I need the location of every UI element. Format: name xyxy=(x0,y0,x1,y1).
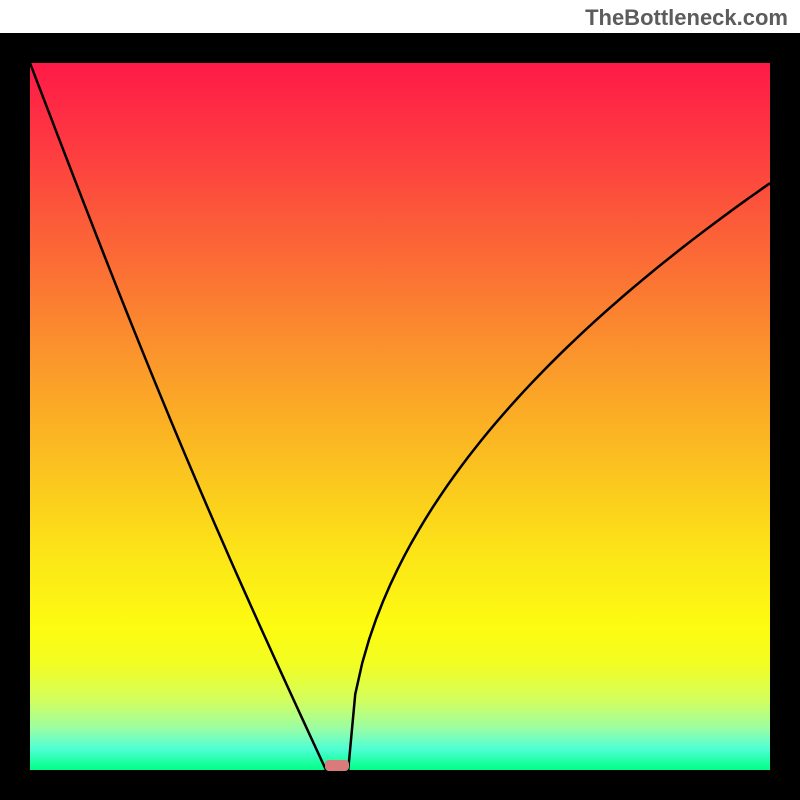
optimum-marker xyxy=(325,760,349,771)
watermark-text: TheBottleneck.com xyxy=(585,5,788,31)
bottleneck-curve xyxy=(30,63,770,770)
plot-frame xyxy=(0,33,800,800)
